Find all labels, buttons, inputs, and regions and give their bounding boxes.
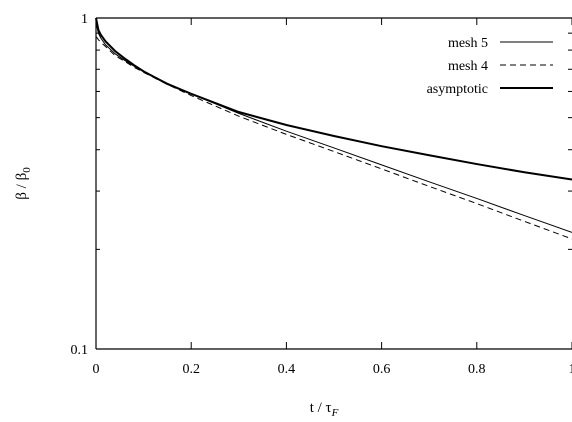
x-tick-label: 0.8	[468, 362, 486, 377]
series-layer	[95, 17, 572, 240]
x-tick-label: 0.6	[373, 362, 391, 377]
legend-label-asymptotic: asymptotic	[427, 82, 488, 97]
x-axis-label: t / τF	[310, 400, 339, 419]
x-tick-label: 1	[569, 362, 572, 377]
legend-label-mesh-4: mesh 4	[448, 59, 488, 74]
x-tick-label: 0	[93, 362, 100, 377]
axes-frame	[95, 17, 572, 350]
series-line-asymptotic	[95, 17, 572, 181]
y-axis-label-main: β / β	[14, 173, 30, 200]
legend: mesh 5 mesh 4 asymptotic	[427, 36, 553, 97]
y-axis-label: β / β0	[14, 167, 33, 200]
x-tick-label: 0.2	[182, 362, 200, 377]
series-line-mesh-5	[95, 22, 572, 233]
x-ticks: 0 0.2 0.4 0.6 0.8 1	[93, 18, 572, 377]
x-axis-label-main: t / τ	[310, 400, 332, 416]
x-axis-label-sub: F	[331, 407, 339, 419]
y-tick-label: 0.1	[71, 343, 89, 358]
series-line-mesh-4	[95, 36, 572, 240]
y-tick-label: 1	[81, 12, 88, 27]
y-ticks: 0.11	[71, 12, 572, 358]
x-tick-label: 0.4	[278, 362, 296, 377]
y-axis-label-sub: 0	[21, 167, 33, 173]
legend-label-mesh-5: mesh 5	[448, 36, 488, 51]
